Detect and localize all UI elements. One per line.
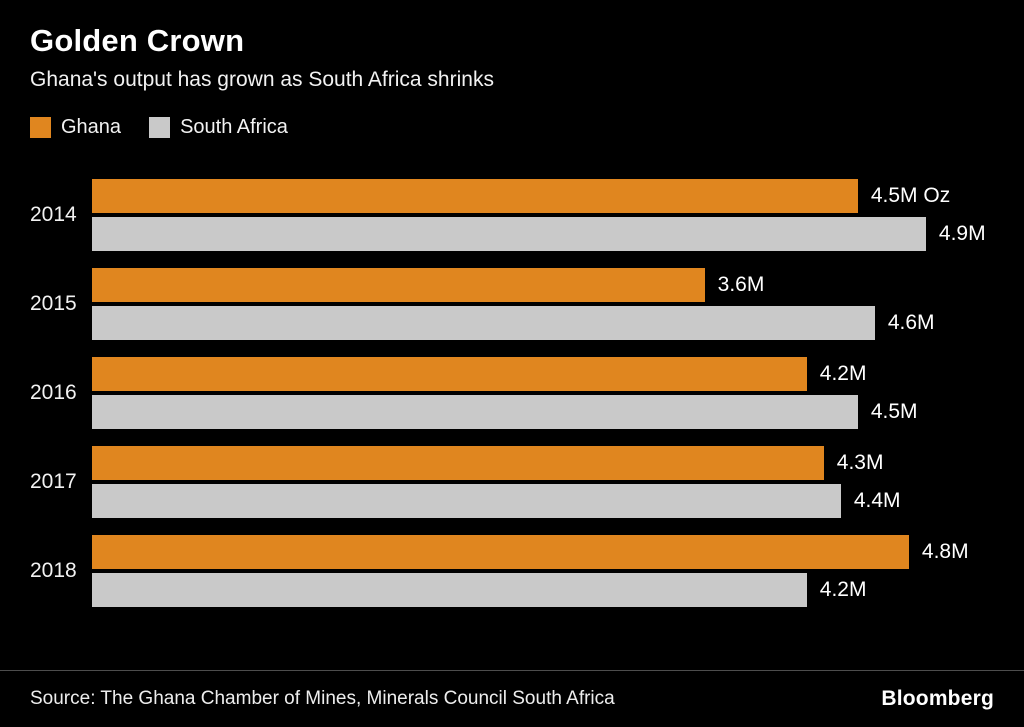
legend-item-south-africa: South Africa	[149, 116, 288, 139]
chart-title: Golden Crown	[30, 23, 245, 58]
bar-line: 4.5M Oz	[92, 179, 994, 214]
bar-south-africa	[92, 484, 841, 519]
bar-group: 4.2M 4.5M	[92, 357, 994, 430]
bar-value-label: 4.5M Oz	[870, 184, 951, 208]
chart-row: 2015 3.6M 4.6M	[30, 268, 994, 341]
bar-value-label: 4.8M	[921, 540, 969, 564]
bar-value-label: 3.6M	[717, 273, 765, 297]
bar-value-label: 4.2M	[819, 578, 867, 602]
legend-swatch-ghana	[30, 117, 51, 139]
chart-row: 2018 4.8M 4.2M	[30, 535, 994, 608]
chart-row: 2017 4.3M 4.4M	[30, 446, 994, 519]
year-label: 2017	[30, 470, 77, 494]
bar-group: 4.5M Oz 4.9M	[92, 179, 994, 252]
bar-value-label: 4.9M	[938, 222, 986, 246]
source-text: Source: The Ghana Chamber of Mines, Mine…	[30, 688, 615, 709]
year-label: 2018	[30, 559, 77, 583]
legend-label-south-africa: South Africa	[180, 116, 288, 139]
bar-line: 3.6M	[92, 268, 994, 303]
bar-south-africa	[92, 217, 926, 252]
bar-south-africa	[92, 395, 858, 430]
bar-group: 4.3M 4.4M	[92, 446, 994, 519]
bar-value-label: 4.6M	[887, 311, 935, 335]
chart-subtitle: Ghana's output has grown as South Africa…	[30, 68, 494, 92]
bar-south-africa	[92, 306, 875, 341]
bar-line: 4.4M	[92, 484, 994, 519]
bar-line: 4.9M	[92, 217, 994, 252]
bar-value-label: 4.4M	[853, 489, 901, 513]
bloomberg-logo: Bloomberg	[881, 687, 994, 710]
year-label: 2016	[30, 381, 77, 405]
bar-value-label: 4.5M	[870, 400, 918, 424]
legend-item-ghana: Ghana	[30, 116, 121, 139]
bar-ghana	[92, 535, 909, 570]
legend: Ghana South Africa	[30, 116, 994, 139]
chart-rows: 2014 4.5M Oz 4.9M 2015 3.6M 4.6M 2016 4.2M 4.5M 2…	[30, 179, 994, 608]
bar-value-label: 4.2M	[819, 362, 867, 386]
bar-line: 4.8M	[92, 535, 994, 570]
bar-line: 4.2M	[92, 573, 994, 608]
bar-line: 4.2M	[92, 357, 994, 392]
bar-group: 3.6M 4.6M	[92, 268, 994, 341]
bar-value-label: 4.3M	[836, 451, 884, 475]
year-label: 2015	[30, 292, 77, 316]
bar-south-africa	[92, 573, 807, 608]
year-label: 2014	[30, 203, 77, 227]
chart-row: 2016 4.2M 4.5M	[30, 357, 994, 430]
chart-row: 2014 4.5M Oz 4.9M	[30, 179, 994, 252]
bar-ghana	[92, 268, 705, 303]
legend-swatch-south-africa	[149, 117, 171, 139]
bar-line: 4.3M	[92, 446, 994, 481]
bar-line: 4.6M	[92, 306, 994, 341]
bar-ghana	[92, 179, 858, 214]
bar-line: 4.5M	[92, 395, 994, 430]
legend-label-ghana: Ghana	[61, 116, 122, 139]
bar-ghana	[92, 446, 824, 481]
bar-group: 4.8M 4.2M	[92, 535, 994, 608]
footer: Source: The Ghana Chamber of Mines, Mine…	[0, 670, 1024, 727]
bar-ghana	[92, 357, 807, 392]
